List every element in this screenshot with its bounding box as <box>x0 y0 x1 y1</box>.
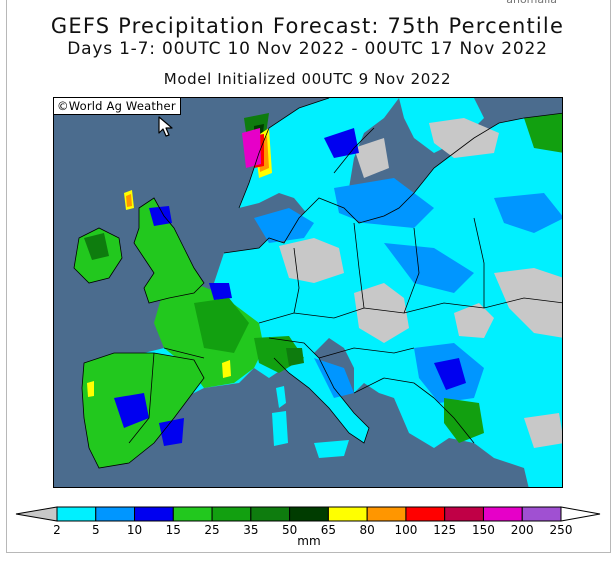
precip-5-10 <box>494 193 562 233</box>
precip-10-15 <box>324 128 359 158</box>
precip-25-35 <box>444 398 484 443</box>
map-canvas <box>73 98 562 487</box>
colorbar-unit-label: mm <box>297 534 320 548</box>
colorbar-tick-label: 200 <box>511 523 534 537</box>
sardinia <box>272 411 288 446</box>
precip-35-50 <box>286 348 304 366</box>
colorbar-tick-label: 5 <box>92 523 100 537</box>
model-init-time: Model Initialized 00UTC 9 Nov 2022 <box>163 70 452 88</box>
precip-layer <box>84 113 562 448</box>
watermark-label: ©World Ag Weather <box>54 98 181 115</box>
precip-10-15 <box>159 418 184 446</box>
mouse-pointer-icon <box>158 116 173 137</box>
land-layer <box>74 98 562 487</box>
precip-150-200 <box>242 128 261 168</box>
colorbar-tick-label: 50 <box>282 523 297 537</box>
precip-10-15 <box>434 358 466 390</box>
dry-area <box>354 138 389 178</box>
precip-25-35 <box>524 113 562 153</box>
colorbar-swatch <box>134 506 174 522</box>
precip-5-10 <box>384 243 474 293</box>
colorbar-tick-label: 25 <box>204 523 219 537</box>
colorbar-swatches <box>15 506 601 522</box>
precip-5-10 <box>334 178 434 228</box>
colorbar-swatch <box>95 506 136 522</box>
colorbar-tick-label: 35 <box>243 523 258 537</box>
precip-80-100 <box>126 194 132 207</box>
precip-10-15 <box>114 393 149 428</box>
precipitation-map: ©World Ag Weather <box>53 97 563 488</box>
dry-area <box>494 268 562 338</box>
colorbar-swatch <box>56 506 97 522</box>
colorbar-swatch <box>327 506 368 522</box>
dry-area <box>429 118 499 158</box>
country-borders <box>73 98 562 469</box>
dry-area <box>524 413 562 448</box>
colorbar-swatch <box>405 506 446 522</box>
colorbar-tick-label: 65 <box>321 523 336 537</box>
dry-area <box>454 303 494 338</box>
corner-text: anomalia <box>506 0 557 6</box>
colorbar-tick-label: 80 <box>360 523 375 537</box>
colorbar-tick-label: 100 <box>394 523 417 537</box>
scandinavia <box>239 98 399 223</box>
colorbar-swatch <box>482 506 523 522</box>
colorbar-tick-labels: 2 5 10 15 25 35 50 65 80 100 125 150 200 250 <box>53 523 572 537</box>
colorbar-tick-label: 2 <box>53 523 61 537</box>
precip-65-80 <box>87 381 94 397</box>
dry-area <box>354 283 409 343</box>
colorbar-tick-label: 250 <box>550 523 573 537</box>
colorbar-swatch <box>521 506 562 522</box>
precip-65-80 <box>222 360 231 378</box>
colorbar-swatch <box>366 506 407 522</box>
colorbar-tick-label: 15 <box>166 523 181 537</box>
colorbar-over-triangle <box>560 506 601 522</box>
precip-5-10 <box>254 208 314 243</box>
forecast-period: Days 1-7: 00UTC 10 Nov 2022 - 00UTC 17 N… <box>67 39 548 59</box>
precip-35-50 <box>84 233 109 260</box>
sicily <box>314 440 349 458</box>
dry-area <box>279 238 344 283</box>
colorbar-swatch <box>172 506 213 522</box>
colorbar-tick-label: 125 <box>433 523 456 537</box>
precipitation-colorbar: 2 5 10 15 25 35 50 65 80 100 125 150 200 250 mm <box>15 506 601 548</box>
colorbar-swatch <box>289 506 329 522</box>
colorbar-swatch <box>211 506 252 522</box>
map-title: GEFS Precipitation Forecast: 75th Percen… <box>50 14 565 38</box>
colorbar-tick-label: 150 <box>472 523 495 537</box>
precip-10-15 <box>149 206 172 226</box>
colorbar-swatch <box>444 506 484 522</box>
colorbar-under-triangle <box>15 506 58 522</box>
colorbar-swatch <box>250 506 291 522</box>
precip-25-35 <box>194 298 249 353</box>
precip-10-15 <box>209 283 232 300</box>
corsica <box>276 386 286 408</box>
colorbar-tick-label: 10 <box>127 523 142 537</box>
